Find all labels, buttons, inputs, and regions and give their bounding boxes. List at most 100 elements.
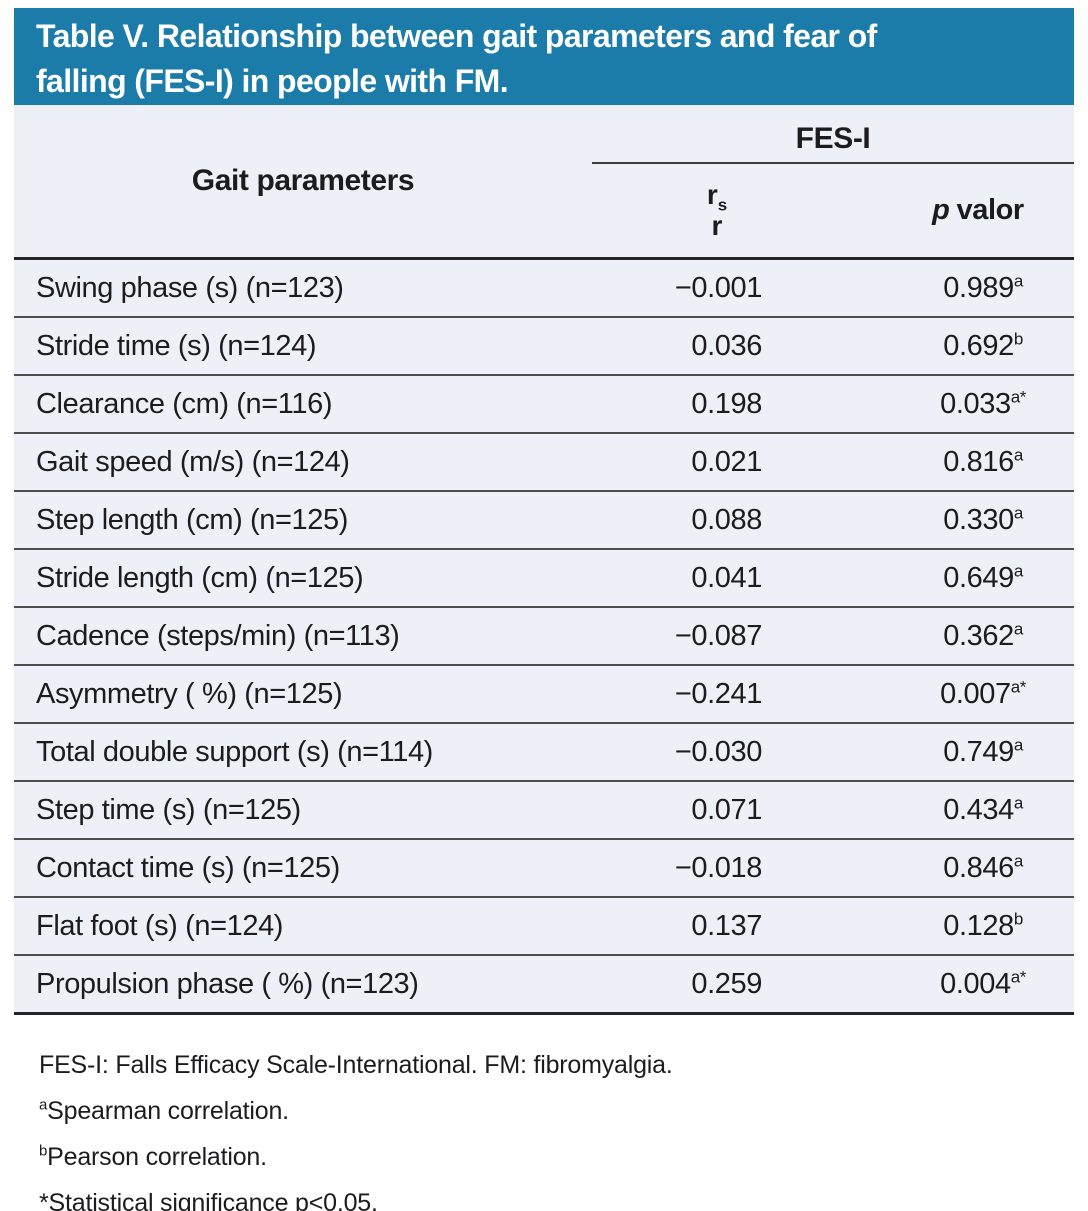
p-value-number: 0.033	[940, 387, 1011, 420]
correlation-value-cell: 0.021	[592, 432, 842, 492]
gait-parameter-cell: Flat foot (s) (n=124)	[14, 896, 592, 956]
p-value-superscript: b	[1013, 328, 1023, 348]
footnote-text: *Statistical significance p<0.05.	[39, 1189, 378, 1211]
p-value-cell: 0.007a*	[842, 664, 1075, 724]
gait-parameter-cell: Clearance (cm) (n=116)	[14, 374, 592, 434]
p-value-number: 0.362	[943, 619, 1014, 652]
p-value-cell: 0.434a	[842, 780, 1075, 840]
table-row: Propulsion phase ( %) (n=123) 0.259 0.00…	[14, 954, 1075, 1015]
correlation-value-cell: −0.001	[592, 258, 842, 318]
table-row: Cadence (steps/min) (n=113) −0.087 0.362…	[14, 606, 1075, 666]
correlation-value-cell: −0.030	[592, 722, 842, 782]
p-value-number: 0.007	[940, 677, 1011, 710]
gait-parameter-cell: Gait speed (m/s) (n=124)	[14, 432, 592, 492]
correlation-value-cell: −0.241	[592, 664, 842, 724]
p-value-superscript: a	[1013, 270, 1023, 290]
p-value-cell: 0.749a	[842, 722, 1075, 782]
r-coefficient-header: rs r	[592, 163, 842, 260]
correlation-value-cell: −0.018	[592, 838, 842, 898]
p-value-cell: 0.330a	[842, 490, 1075, 550]
r-pearson-symbol: r	[711, 210, 723, 242]
footnote-line: FES-I: Falls Efficacy Scale-Internationa…	[39, 1042, 673, 1088]
p-value-superscript: a	[1013, 618, 1023, 638]
p-value-superscript: a	[1013, 560, 1023, 580]
correlation-value-cell: 0.137	[592, 896, 842, 956]
table-row: Asymmetry ( %) (n=125) −0.241 0.007a*	[14, 664, 1075, 724]
header-group-row: Gait parameters FES-I	[14, 105, 1075, 260]
p-value-cell: 0.649a	[842, 548, 1075, 608]
p-value-number: 0.989	[943, 271, 1014, 304]
table-row: Step time (s) (n=125) 0.071 0.434a	[14, 780, 1075, 840]
table-title-line2: falling (FES-I) in people with FM.	[36, 63, 509, 99]
p-value-number: 0.816	[943, 445, 1014, 478]
gait-parameter-cell: Propulsion phase ( %) (n=123)	[14, 954, 592, 1015]
table-title-line1: Table V. Relationship between gait param…	[36, 18, 877, 54]
correlation-value-cell: 0.036	[592, 316, 842, 376]
p-valor-label: valor	[956, 193, 1025, 226]
p-value-superscript: a	[1013, 502, 1023, 522]
footnote-text: Spearman correlation.	[47, 1097, 289, 1125]
footnote-line: bPearson correlation.	[39, 1134, 673, 1180]
p-value-cell: 0.128b	[842, 896, 1075, 956]
gait-parameters-header: Gait parameters	[14, 105, 592, 260]
footnotes: FES-I: Falls Efficacy Scale-Internationa…	[39, 1042, 673, 1211]
fesi-group-header: FES-I	[592, 105, 1075, 164]
gait-fesi-table: Gait parameters FES-I rs r p valor Swing …	[14, 105, 1075, 1015]
table-row: Total double support (s) (n=114) −0.030 …	[14, 722, 1075, 782]
footnote-text: FES-I: Falls Efficacy Scale-Internationa…	[39, 1051, 673, 1079]
p-value-superscript: a	[1013, 850, 1023, 870]
p-value-superscript: b	[1013, 908, 1023, 928]
gait-parameter-cell: Stride time (s) (n=124)	[14, 316, 592, 376]
p-value-header: p valor	[842, 163, 1075, 260]
table-row: Step length (cm) (n=125) 0.088 0.330a	[14, 490, 1075, 550]
p-value-number: 0.749	[943, 735, 1014, 768]
gait-parameter-cell: Cadence (steps/min) (n=113)	[14, 606, 592, 666]
footnote-text: Pearson correlation.	[47, 1143, 267, 1171]
r-subscript: s	[717, 195, 728, 215]
table-header: Gait parameters FES-I rs r p valor	[14, 105, 1075, 260]
p-value-superscript: a	[1013, 734, 1023, 754]
p-value-number: 0.128	[943, 909, 1014, 942]
correlation-value-cell: 0.071	[592, 780, 842, 840]
table-title-bar: Table V. Relationship between gait param…	[14, 8, 1074, 105]
p-value-superscript: a*	[1010, 966, 1027, 986]
p-value-number: 0.004	[940, 967, 1011, 1000]
footnote-line: aSpearman correlation.	[39, 1088, 673, 1134]
gait-parameter-cell: Stride length (cm) (n=125)	[14, 548, 592, 608]
gait-parameter-cell: Total double support (s) (n=114)	[14, 722, 592, 782]
gait-parameter-cell: Swing phase (s) (n=123)	[14, 258, 592, 318]
table-row: Contact time (s) (n=125) −0.018 0.846a	[14, 838, 1075, 898]
p-value-cell: 0.816a	[842, 432, 1075, 492]
correlation-value-cell: −0.087	[592, 606, 842, 666]
p-value-number: 0.649	[943, 561, 1014, 594]
correlation-value-cell: 0.259	[592, 954, 842, 1015]
table-container: Gait parameters FES-I rs r p valor Swing …	[14, 105, 1075, 1015]
footnote-line: *Statistical significance p<0.05.	[39, 1180, 673, 1211]
p-symbol: p	[932, 193, 950, 226]
p-value-cell: 0.692b	[842, 316, 1075, 376]
p-value-cell: 0.362a	[842, 606, 1075, 666]
table-row: Swing phase (s) (n=123) −0.001 0.989a	[14, 258, 1075, 318]
p-value-number: 0.434	[943, 793, 1014, 826]
r-spearman-symbol: rs	[706, 179, 728, 215]
p-value-number: 0.330	[943, 503, 1014, 536]
table-row: Gait speed (m/s) (n=124) 0.021 0.816a	[14, 432, 1075, 492]
table-row: Stride time (s) (n=124) 0.036 0.692b	[14, 316, 1075, 376]
table-row: Flat foot (s) (n=124) 0.137 0.128b	[14, 896, 1075, 956]
gait-parameter-cell: Step time (s) (n=125)	[14, 780, 592, 840]
p-value-superscript: a*	[1010, 676, 1027, 696]
gait-parameter-cell: Asymmetry ( %) (n=125)	[14, 664, 592, 724]
correlation-value-cell: 0.041	[592, 548, 842, 608]
p-value-superscript: a*	[1010, 386, 1027, 406]
footnote-superscript: b	[39, 1142, 48, 1160]
footnote-superscript: a	[39, 1096, 48, 1114]
p-value-cell: 0.989a	[842, 258, 1075, 318]
header-sub-row: rs r p valor	[14, 163, 1075, 260]
correlation-value-cell: 0.198	[592, 374, 842, 434]
p-value-cell: 0.846a	[842, 838, 1075, 898]
p-value-cell: 0.004a*	[842, 954, 1075, 1015]
p-value-number: 0.692	[943, 329, 1014, 362]
gait-parameter-cell: Step length (cm) (n=125)	[14, 490, 592, 550]
p-value-superscript: a	[1013, 792, 1023, 812]
